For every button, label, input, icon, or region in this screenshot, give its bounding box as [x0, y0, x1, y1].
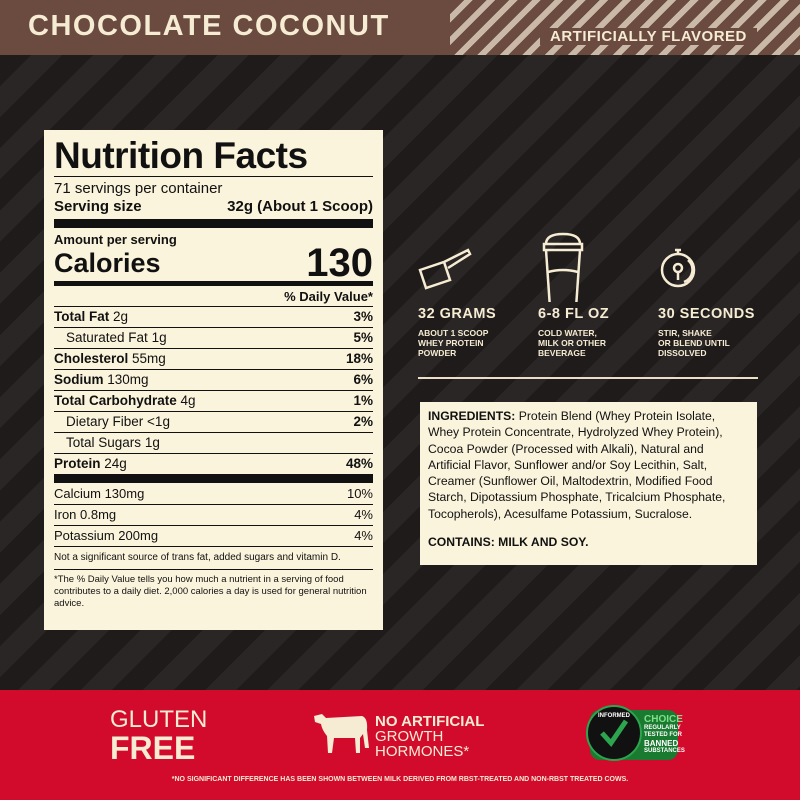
direction-sub: COLD WATER, MILK OR OTHER BEVERAGE	[538, 328, 606, 358]
direction-item: 32 GRAMS ABOUT 1 SCOOP WHEY PROTEIN POWD…	[418, 240, 538, 358]
serving-size-value: 32g (About 1 Scoop)	[227, 198, 373, 215]
scoop-icon	[418, 248, 472, 290]
divider	[54, 281, 373, 286]
amount-per-serving: Amount per serving	[54, 232, 177, 247]
direction-sub: ABOUT 1 SCOOP WHEY PROTEIN POWDER	[418, 328, 489, 358]
direction-title: 6-8 FL OZ	[538, 306, 610, 322]
vitamin-row: Potassium 200mg 4%	[54, 526, 373, 547]
header-stripes	[450, 0, 800, 55]
calories-label: Calories	[54, 248, 161, 278]
nutrient-row: Cholesterol 55mg 18%	[54, 349, 373, 370]
cow-icon	[314, 714, 369, 753]
servings-per-container: 71 servings per container	[54, 180, 223, 197]
no-hormones-claim: NO ARTIFICIAL GROWTH HORMONES*	[375, 713, 485, 760]
serving-size-label: Serving size	[54, 198, 142, 215]
nutrient-row: Protein 24g 48%	[54, 456, 373, 471]
serving-size: Serving size 32g (About 1 Scoop)	[54, 198, 373, 216]
daily-value-footnote: *The % Daily Value tells you how much a …	[54, 574, 367, 609]
checkmark-icon: INFORMED	[586, 705, 642, 761]
nutrition-facts-panel: Nutrition Facts 71 servings per containe…	[44, 130, 383, 630]
nutrient-row: Saturated Fat 1g 5%	[54, 328, 373, 349]
ingredients-label: INGREDIENTS:	[428, 409, 516, 423]
direction-item: 30 SECONDS STIR, SHAKE OR BLEND UNTIL DI…	[658, 240, 778, 358]
shaker-icon	[542, 232, 584, 302]
vitamin-row: Iron 0.8mg 4%	[54, 505, 373, 526]
calories: Calories 130	[54, 241, 373, 285]
gluten-free-badge: GLUTEN FREE	[110, 706, 208, 766]
ingredients-panel: INGREDIENTS: Protein Blend (Whey Protein…	[420, 402, 757, 565]
footer-band: GLUTEN FREE NO ARTIFICIAL GROWTH HORMONES* …	[0, 690, 800, 800]
ingredients-text: INGREDIENTS: Protein Blend (Whey Protein…	[428, 409, 726, 521]
rbst-disclaimer: *NO SIGNIFICANT DIFFERENCE HAS BEEN SHOW…	[171, 776, 629, 783]
direction-title: 32 GRAMS	[418, 306, 497, 322]
timer-icon	[660, 248, 696, 288]
directions: 32 GRAMS ABOUT 1 SCOOP WHEY PROTEIN POWD…	[418, 232, 778, 358]
nutrition-note: Not a significant source of trans fat, a…	[54, 547, 373, 570]
vitamin-row: Calcium 130mg 10%	[54, 484, 373, 505]
flavor-name: CHOCOLATE COCONUT	[28, 10, 390, 42]
allergen-statement: CONTAINS: MILK AND SOY.	[428, 535, 589, 550]
direction-sub: STIR, SHAKE OR BLEND UNTIL DISSOLVED	[658, 328, 730, 358]
section-divider	[418, 377, 758, 379]
direction-item: 6-8 FL OZ COLD WATER, MILK OR OTHER BEVE…	[538, 232, 658, 358]
nutrient-row: Dietary Fiber <1g 2%	[54, 412, 373, 433]
nutrition-title: Nutrition Facts	[54, 136, 373, 177]
nutrient-row: Total Carbohydrate 4g 1%	[54, 391, 373, 412]
divider	[54, 474, 373, 483]
divider	[54, 219, 373, 228]
daily-value-header: % Daily Value*	[54, 288, 373, 307]
nutrient-row: Sodium 130mg 6%	[54, 370, 373, 391]
nutrient-row: Total Sugars 1g	[54, 433, 373, 454]
svg-text:INFORMED: INFORMED	[598, 713, 631, 719]
flavor-note: ARTIFICIALLY FLAVORED	[540, 28, 757, 45]
header-band: CHOCOLATE COCONUT ARTIFICIALLY FLAVORED	[0, 0, 800, 55]
calories-value: 130	[306, 241, 373, 285]
direction-title: 30 SECONDS	[658, 306, 755, 322]
informed-choice-badge: INFORMED CHOICE REGULARLY TESTED FOR BANNE…	[586, 705, 685, 761]
nutrient-row: Total Fat 2g 3%	[54, 307, 373, 328]
